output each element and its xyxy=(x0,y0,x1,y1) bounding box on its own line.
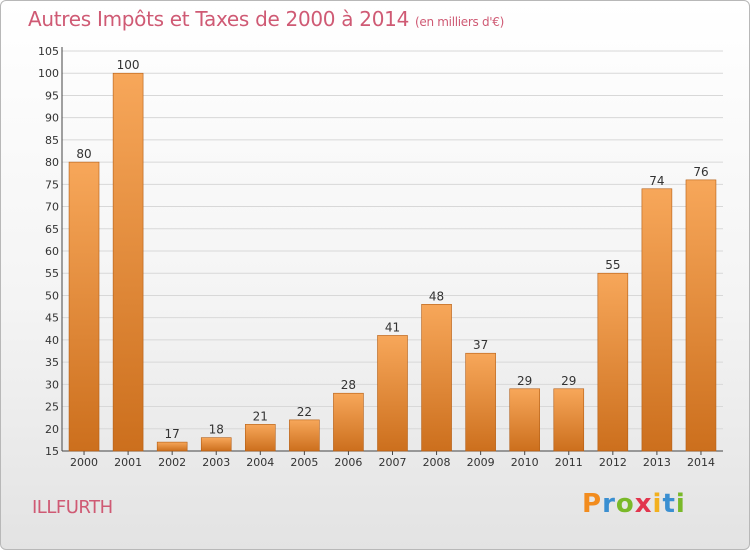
data-label: 29 xyxy=(561,374,576,388)
y-tick-label: 75 xyxy=(45,178,59,191)
data-label: 22 xyxy=(297,405,312,419)
bar xyxy=(112,72,144,452)
bar xyxy=(377,335,408,452)
y-tick-label: 60 xyxy=(45,245,59,258)
data-label: 80 xyxy=(76,147,91,161)
x-tick-label: 2002 xyxy=(158,456,186,469)
x-tick-label: 2009 xyxy=(467,456,495,469)
logo-letter: P xyxy=(582,489,603,519)
bar xyxy=(156,441,188,452)
y-tick-label: 105 xyxy=(38,45,59,58)
y-tick-label: 40 xyxy=(45,334,59,347)
y-tick-label: 90 xyxy=(45,112,59,125)
logo-letter: t xyxy=(662,489,676,519)
bar xyxy=(421,304,452,452)
data-label: 48 xyxy=(429,289,444,303)
y-tick-label: 100 xyxy=(38,67,59,80)
bar xyxy=(465,352,496,452)
x-tick-label: 2012 xyxy=(599,456,627,469)
y-tick-label: 55 xyxy=(45,267,59,280)
bar xyxy=(200,437,232,452)
y-tick-label: 50 xyxy=(45,289,59,302)
commune-name: ILLFURTH xyxy=(32,497,113,518)
bar xyxy=(245,424,276,452)
x-tick-label: 2008 xyxy=(423,456,451,469)
x-tick-label: 2013 xyxy=(643,456,671,469)
bars xyxy=(68,72,717,452)
chart-title-unit: (en milliers d'€) xyxy=(415,15,505,29)
data-label: 37 xyxy=(473,338,488,352)
data-label: 100 xyxy=(117,58,140,72)
chart-title-main: Autres Impôts et Taxes de 2000 à 2014 xyxy=(28,7,409,31)
x-tick-label: 2011 xyxy=(555,456,583,469)
x-tick-label: 2006 xyxy=(334,456,362,469)
bar xyxy=(641,188,673,452)
logo-letter: r xyxy=(602,489,616,519)
data-label: 74 xyxy=(649,174,664,188)
data-label: 41 xyxy=(385,320,400,334)
labels: 15 20 25 30 35 40 45 50 55 60 65 70 75 80 85 90 95 100 105… xyxy=(38,45,715,469)
bar xyxy=(333,392,364,452)
bar xyxy=(289,419,320,452)
data-label: 21 xyxy=(253,409,268,423)
data-label: 17 xyxy=(165,427,180,441)
y-tick-label: 35 xyxy=(45,356,59,369)
y-tick-label: 30 xyxy=(45,378,59,391)
bar xyxy=(685,179,717,452)
data-label: 76 xyxy=(693,165,708,179)
logo-letter: x xyxy=(634,489,653,519)
bar xyxy=(509,388,540,452)
proxiti-logo: Proxiti xyxy=(582,489,686,519)
data-label: 18 xyxy=(209,423,224,437)
x-tick-label: 2005 xyxy=(290,456,318,469)
x-tick-label: 2000 xyxy=(70,456,98,469)
logo-letter: o xyxy=(615,489,635,519)
x-tick-label: 2010 xyxy=(511,456,539,469)
x-tick-label: 2003 xyxy=(202,456,230,469)
y-tick-label: 20 xyxy=(45,423,59,436)
logo-letter: i xyxy=(652,489,663,519)
y-tick-label: 15 xyxy=(45,445,59,458)
bar xyxy=(597,272,629,452)
y-tick-label: 25 xyxy=(45,401,59,414)
y-tick-label: 70 xyxy=(45,201,59,214)
data-label: 28 xyxy=(341,378,356,392)
y-tick-label: 65 xyxy=(45,223,59,236)
y-tick-label: 80 xyxy=(45,156,59,169)
x-tick-label: 2007 xyxy=(379,456,407,469)
bar xyxy=(68,161,100,452)
chart-title: Autres Impôts et Taxes de 2000 à 2014 (en… xyxy=(28,7,504,31)
x-tick-label: 2004 xyxy=(246,456,274,469)
logo-letter: i xyxy=(675,489,686,519)
y-tick-label: 85 xyxy=(45,134,59,147)
x-tick-label: 2001 xyxy=(114,456,142,469)
y-tick-label: 45 xyxy=(45,312,59,325)
data-label: 55 xyxy=(605,258,620,272)
y-tick-label: 95 xyxy=(45,89,59,102)
data-label: 29 xyxy=(517,374,532,388)
x-tick-label: 2014 xyxy=(687,456,715,469)
bar xyxy=(553,388,585,452)
